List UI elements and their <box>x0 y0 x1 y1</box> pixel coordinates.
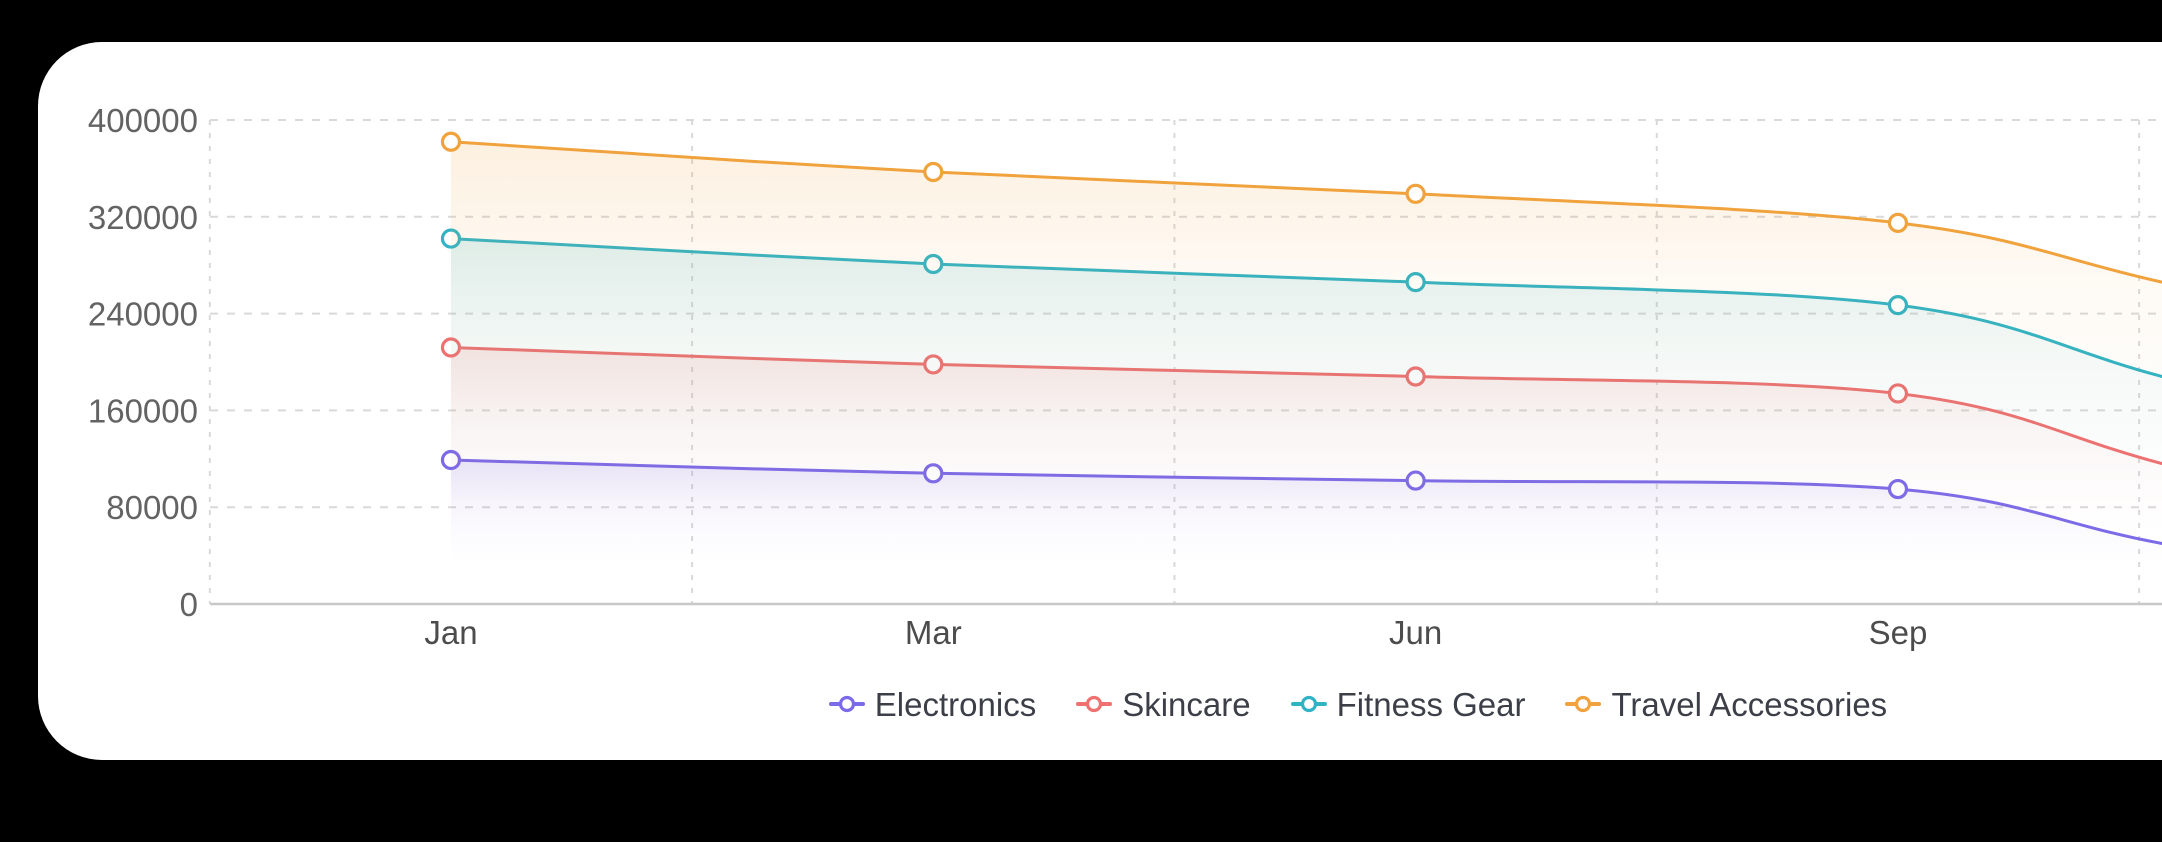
legend-label: Skincare <box>1122 685 1251 723</box>
sales-line-chart[interactable]: 0 80000 160000 240000 320000 400000 Jan Mar Jun S… <box>38 42 2162 760</box>
x-axis-tick-label: Sep <box>1869 614 1928 651</box>
data-point-marker[interactable] <box>923 161 944 183</box>
legend-item-fitness-gear[interactable]: Fitness Gear <box>1290 685 1526 723</box>
legend-line-marker-icon <box>828 695 865 713</box>
chart-card: 0 80000 160000 240000 320000 400000 Jan Mar Jun S… <box>38 42 2162 760</box>
x-axis-tick-label: Jan <box>424 614 477 651</box>
data-point-marker[interactable] <box>440 131 462 152</box>
legend-line-marker-icon <box>1565 695 1602 713</box>
series-line-travel-accessories[interactable] <box>449 140 2162 359</box>
data-point-marker[interactable] <box>1887 212 1909 233</box>
legend-label: Electronics <box>874 685 1037 723</box>
data-point-marker[interactable] <box>1405 183 1426 204</box>
legend-label: Travel Accessories <box>1611 685 1888 723</box>
x-axis-tick-label: Jun <box>1389 614 1442 651</box>
y-axis-tick-label: 80000 <box>106 489 198 526</box>
legend-line-marker-icon <box>1076 695 1113 713</box>
y-axis-tick-label: 320000 <box>88 199 198 236</box>
y-axis-tick-label: 160000 <box>88 392 198 429</box>
x-axis-tick-label: Mar <box>905 614 962 651</box>
legend-item-electronics[interactable]: Electronics <box>828 685 1037 723</box>
y-axis-tick-label: 240000 <box>88 296 198 333</box>
legend-label: Fitness Gear <box>1336 685 1526 723</box>
y-axis-tick-label: 0 <box>180 586 198 623</box>
legend-line-marker-icon <box>1290 695 1327 713</box>
legend-item-skincare[interactable]: Skincare <box>1076 685 1251 723</box>
legend-item-travel-accessories[interactable]: Travel Accessories <box>1565 688 1887 721</box>
y-axis-tick-label: 400000 <box>88 102 198 139</box>
chart-legend: Electronics Skincare Fitness Gear Travel Ac… <box>38 682 2162 726</box>
series-area-travel-accessories <box>450 141 2162 604</box>
